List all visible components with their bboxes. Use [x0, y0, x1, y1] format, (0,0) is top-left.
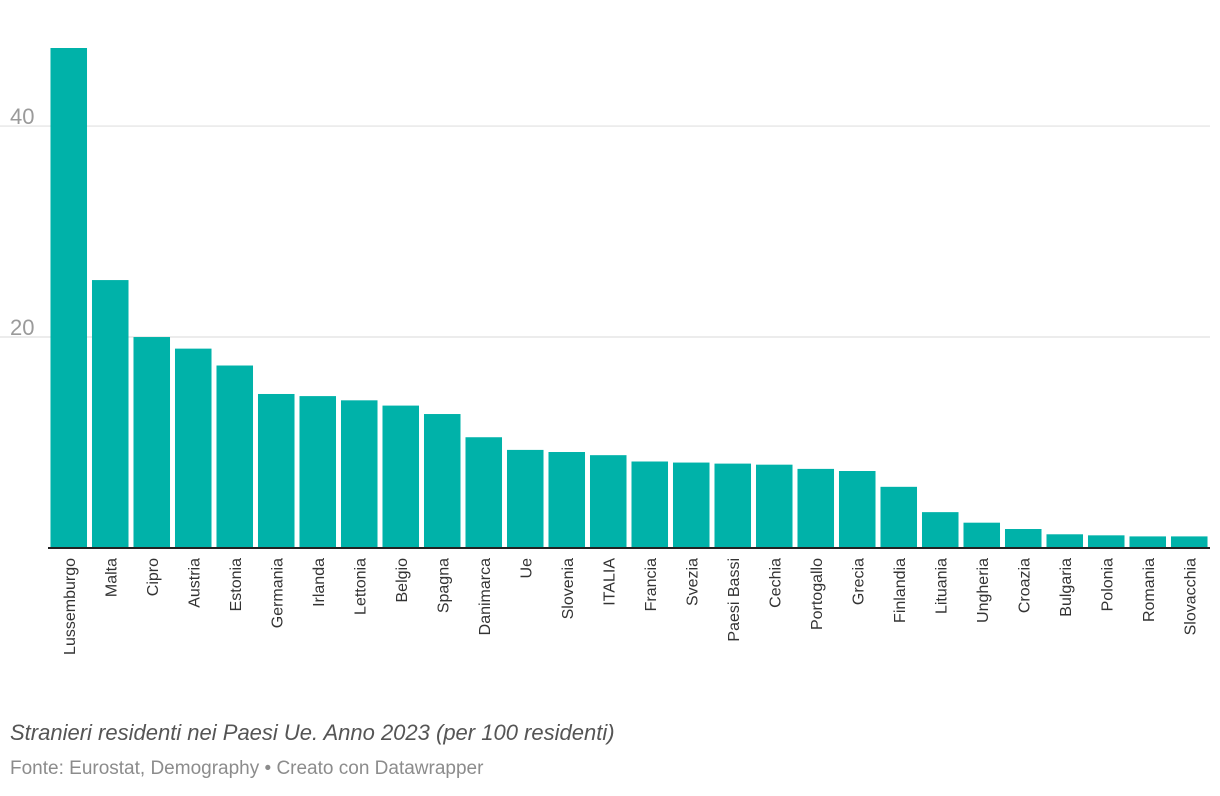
- bar: [299, 396, 337, 548]
- bar: [880, 486, 918, 548]
- bar: [963, 522, 1001, 548]
- x-tick-label: Slovenia: [560, 558, 577, 619]
- bar: [1170, 536, 1208, 548]
- x-tick-label: Malta: [103, 558, 120, 597]
- x-tick-label: Ungheria: [975, 558, 992, 623]
- bar: [755, 464, 793, 548]
- x-tick-label: Danimarca: [477, 558, 494, 635]
- x-tick-label: Lituania: [933, 558, 950, 614]
- x-tick-label: Cechia: [767, 558, 784, 608]
- bar: [1046, 534, 1084, 548]
- chart-caption: Stranieri residenti nei Paesi Ue. Anno 2…: [10, 720, 615, 745]
- x-tick-label: Ue: [518, 558, 535, 579]
- x-tick-label: Cipro: [145, 558, 162, 596]
- bar: [672, 462, 710, 548]
- x-tick-label: Croazia: [1016, 558, 1033, 613]
- x-tick-label: Bulgaria: [1058, 558, 1075, 617]
- x-tick-label: Finlandia: [892, 558, 909, 623]
- bar: [50, 48, 88, 548]
- bar: [589, 455, 627, 548]
- x-tick-label: Romania: [1141, 558, 1158, 622]
- gridlines: [0, 125, 1210, 338]
- bar: [257, 393, 295, 548]
- bar: [797, 468, 835, 548]
- bar: [921, 512, 959, 548]
- bar: [1004, 529, 1042, 548]
- bar: [382, 405, 420, 548]
- x-tick-label: Germania: [269, 558, 286, 628]
- bar: [340, 400, 378, 548]
- x-axis-labels: Lussemburgo Malta Cipro Austria Estonia Germa…: [62, 558, 1200, 655]
- x-tick-label: Spagna: [435, 558, 452, 613]
- x-tick-label: Portogallo: [809, 558, 826, 630]
- x-tick-label: Austria: [186, 558, 203, 608]
- bar: [1129, 536, 1167, 548]
- x-tick-label: Lettonia: [352, 558, 369, 615]
- bar: [1087, 535, 1125, 548]
- bar: [714, 463, 752, 548]
- x-tick-label: Grecia: [850, 558, 867, 605]
- x-tick-label: Slovacchia: [1182, 558, 1199, 635]
- x-tick-label: Polonia: [1099, 558, 1116, 611]
- bar: [506, 449, 544, 548]
- bar: [91, 280, 129, 548]
- bar: [838, 471, 876, 548]
- x-tick-label: Svezia: [684, 558, 701, 606]
- y-tick-label: 20: [10, 315, 34, 340]
- bar: [631, 461, 669, 548]
- bar: [548, 452, 586, 548]
- y-tick-label: 40: [10, 104, 34, 129]
- x-tick-label: Estonia: [228, 558, 245, 611]
- bar: [216, 365, 254, 548]
- x-tick-label: Irlanda: [311, 558, 328, 607]
- bars: [50, 48, 1208, 548]
- x-tick-label: Belgio: [394, 558, 411, 603]
- bar: [423, 414, 461, 548]
- x-tick-label: Paesi Bassi: [726, 558, 743, 642]
- x-tick-label: ITALIA: [601, 558, 618, 606]
- x-tick-label: Lussemburgo: [62, 558, 79, 655]
- chart-source: Fonte: Eurostat, Demography • Creato con…: [10, 758, 484, 779]
- bar: [465, 437, 503, 548]
- x-tick-label: Francia: [643, 558, 660, 611]
- bar: [174, 348, 212, 548]
- bar: [133, 337, 171, 548]
